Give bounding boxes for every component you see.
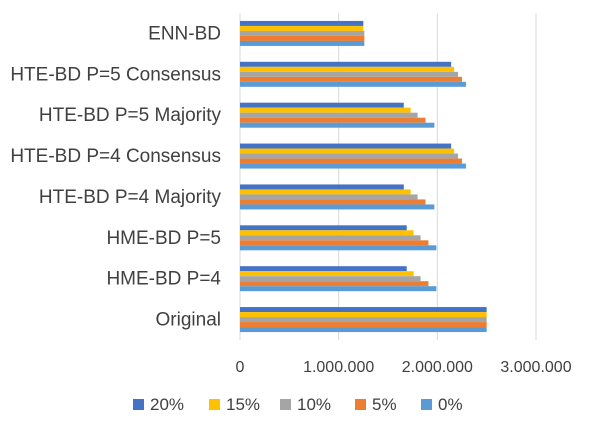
bar [240,199,426,205]
bar [240,148,455,154]
x-tick-label: 3.000.000 [500,359,571,376]
bar [240,286,437,292]
bar [240,163,466,169]
bar [240,307,487,313]
bar [240,25,364,31]
category-label: HTE-BD P=4 Majority [39,187,222,208]
bar [240,189,411,195]
bar [240,240,429,246]
bar [240,317,487,323]
bar [240,266,407,272]
bar [240,322,487,328]
x-tick-label: 0 [236,359,245,376]
bar [240,194,418,200]
bar [240,281,429,287]
bar [240,225,407,231]
legend-swatch [209,399,220,410]
bar [240,153,459,159]
category-label: HME-BD P=4 [106,269,221,290]
legend-label: 20% [150,395,184,414]
legend-label: 5% [372,395,397,414]
category-label: HTE-BD P=5 Majority [39,105,222,126]
category-label: ENN-BD [148,23,221,44]
bar [240,40,365,46]
bar [240,76,462,82]
bar [240,271,414,277]
x-tick-label: 1.000.000 [303,359,374,376]
category-label: HME-BD P=5 [106,228,221,249]
bar [240,276,421,282]
bar [240,112,418,118]
legend-swatch [280,399,291,410]
legend-label: 0% [438,395,463,414]
bar [240,30,365,36]
bar [240,143,452,149]
bar [240,122,435,128]
bar [240,204,435,210]
category-label: HTE-BD P=5 Consensus [10,64,221,85]
bar [240,327,487,333]
bar [240,71,459,77]
legend-swatch [421,399,432,410]
bar [240,35,365,41]
bar [240,20,364,26]
bar [240,158,462,164]
bar [240,61,452,67]
category-label: Original [156,310,221,331]
bar [240,235,421,241]
x-tick-label: 2.000.000 [402,359,473,376]
bar [240,66,455,72]
legend-label: 15% [226,395,260,414]
legend-swatch [355,399,366,410]
legend-swatch [133,399,144,410]
bar [240,184,404,190]
bar [240,107,411,113]
bar [240,245,437,251]
bar [240,81,466,87]
bar [240,117,426,123]
legend-label: 10% [297,395,331,414]
bar [240,230,414,236]
bar [240,102,404,108]
category-label: HTE-BD P=4 Consensus [10,146,221,167]
bar [240,312,487,318]
